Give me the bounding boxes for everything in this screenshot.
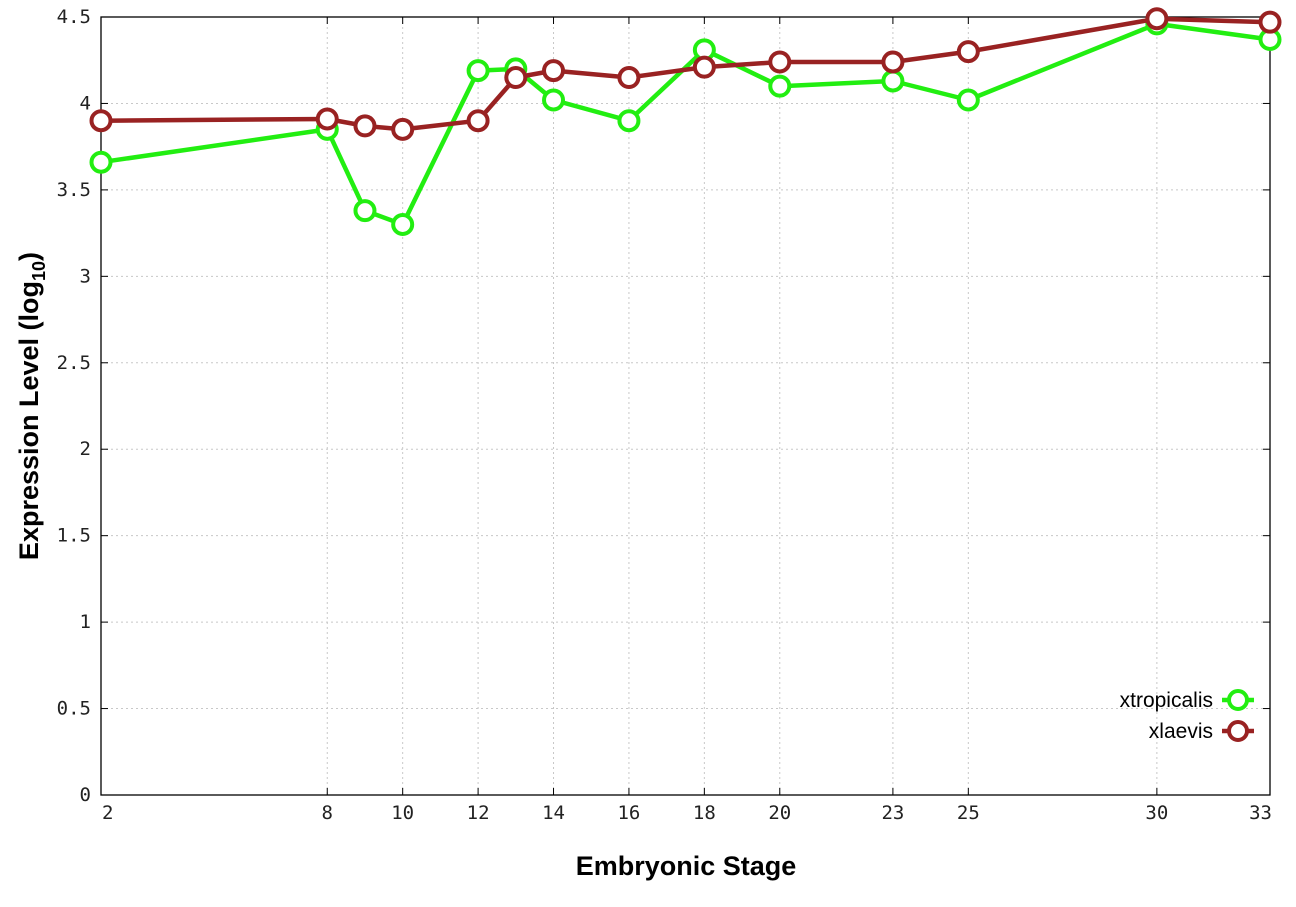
y-tick-label-0: 0 (80, 784, 91, 806)
x-tick-labels: 2 8 10 12 14 16 18 20 23 25 30 33 (102, 802, 1272, 824)
data-point-xlaevis-12 (1145, 7, 1169, 31)
data-point-xlaevis-11 (956, 40, 980, 64)
data-point-xlaevis-13 (1258, 10, 1282, 34)
legend-item-xlaevis: xlaevis (1149, 720, 1254, 743)
data-point-xtropicalis-11 (956, 88, 980, 112)
y-tick-label-6: 3 (80, 265, 91, 287)
series-layer (89, 7, 1282, 236)
x-tick-label-10: 30 (1145, 802, 1168, 824)
data-point-xlaevis-2 (353, 114, 377, 138)
data-point-xtropicalis-2 (353, 199, 377, 223)
series-line-xlaevis (100, 16, 1271, 132)
data-point-xlaevis-7 (617, 66, 641, 90)
y-axis-title-main: Expression Level (log (14, 281, 44, 560)
legend: xtropicalis xlaevis (1120, 689, 1254, 743)
x-tick-label-3: 12 (467, 802, 490, 824)
legend-marker-xtropicalis (1227, 689, 1249, 711)
legend-item-xtropicalis: xtropicalis (1120, 689, 1254, 712)
x-tick-label-6: 18 (693, 802, 716, 824)
data-point-xlaevis-0 (89, 109, 113, 133)
data-point-xlaevis-5 (504, 66, 528, 90)
y-axis-title-suffix: ) (14, 252, 44, 261)
data-point-xtropicalis-9 (768, 74, 792, 98)
x-tick-label-4: 14 (542, 802, 565, 824)
y-tick-label-2: 1 (80, 611, 91, 633)
data-point-xtropicalis-4 (466, 59, 490, 83)
data-point-xlaevis-8 (692, 55, 716, 79)
data-point-xtropicalis-7 (617, 109, 641, 133)
data-point-xtropicalis-0 (89, 150, 113, 174)
y-tick-label-3: 1.5 (57, 525, 91, 547)
x-axis-title: Embryonic Stage (576, 851, 797, 881)
data-point-xlaevis-6 (542, 59, 566, 83)
y-axis-title-subscript: 10 (29, 261, 49, 281)
x-tick-label-8: 23 (881, 802, 904, 824)
y-axis-title: Expression Level (log10) (14, 252, 49, 560)
x-tick-label-2: 10 (391, 802, 414, 824)
data-point-xtropicalis-10 (881, 69, 905, 93)
legend-marker-xlaevis (1227, 720, 1249, 742)
data-point-xlaevis-9 (768, 50, 792, 74)
legend-label-xtropicalis: xtropicalis (1120, 689, 1213, 712)
y-tick-label-9: 4.5 (57, 6, 91, 28)
tick-marks (100, 16, 1271, 796)
x-tick-label-5: 16 (617, 802, 640, 824)
x-tick-label-1: 8 (322, 802, 333, 824)
data-point-xtropicalis-6 (542, 88, 566, 112)
data-point-xlaevis-4 (466, 109, 490, 133)
data-point-xlaevis-10 (881, 50, 905, 74)
series-xlaevis (89, 7, 1282, 141)
data-point-xlaevis-1 (315, 107, 339, 131)
y-tick-label-8: 4 (80, 92, 91, 114)
data-point-xtropicalis-3 (391, 212, 415, 236)
x-tick-label-11: 33 (1249, 802, 1272, 824)
series-line-xtropicalis (100, 21, 1271, 227)
x-tick-label-9: 25 (957, 802, 980, 824)
data-point-xlaevis-3 (391, 117, 415, 141)
y-tick-label-1: 0.5 (57, 698, 91, 720)
x-tick-label-0: 2 (102, 802, 113, 824)
y-tick-labels: 0 0.5 1 1.5 2 2.5 3 3.5 4 4.5 (57, 6, 91, 806)
y-tick-label-5: 2.5 (57, 352, 91, 374)
legend-label-xlaevis: xlaevis (1149, 720, 1213, 743)
plot-frame (100, 16, 1271, 796)
grid-lines (101, 17, 1270, 795)
y-tick-label-4: 2 (80, 438, 91, 460)
y-tick-label-7: 3.5 (57, 179, 91, 201)
x-tick-label-7: 20 (768, 802, 791, 824)
series-xtropicalis (89, 12, 1282, 236)
